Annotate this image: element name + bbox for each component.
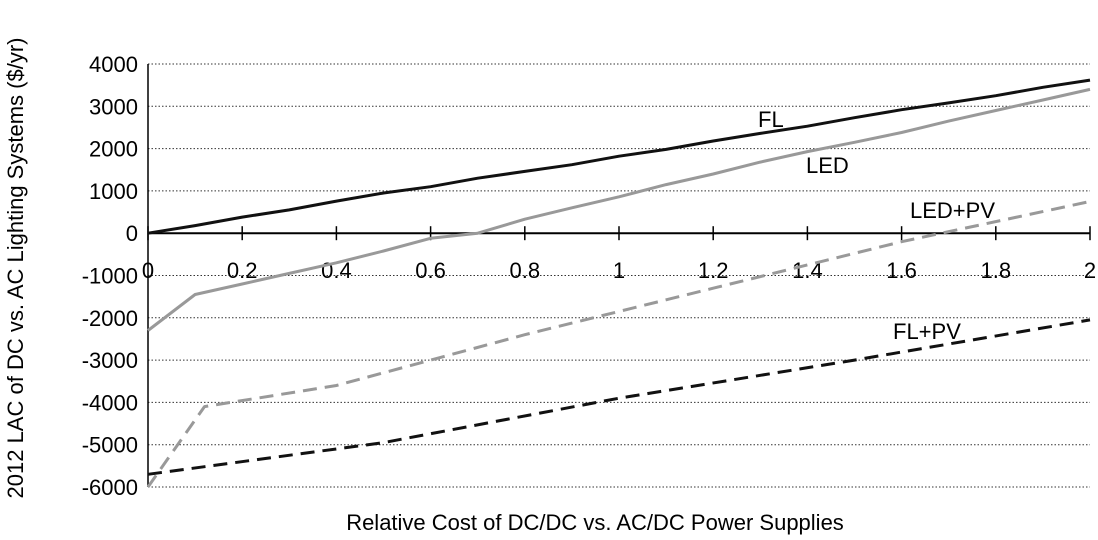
y-tick-label: 3000: [89, 94, 138, 119]
series-line-led: [147, 87, 1091, 332]
y-tick-label: -4000: [82, 390, 138, 415]
y-tick-label: 0: [126, 221, 138, 246]
series-label-fl: FL: [758, 107, 784, 132]
x-tick-label: 0: [142, 258, 154, 283]
series-line-fl-pv: [147, 318, 1091, 476]
x-axis-title: Relative Cost of DC/DC vs. AC/DC Power S…: [346, 510, 844, 535]
x-tick-label: 2: [1084, 258, 1096, 283]
y-tick-label: -6000: [82, 475, 138, 500]
x-tick-label: 1.2: [698, 258, 729, 283]
y-tick-label: -1000: [82, 264, 138, 289]
series-label-fl-pv: FL+PV: [893, 319, 961, 344]
y-axis-title: 2012 LAC of DC vs. AC Lighting Systems (…: [3, 38, 28, 499]
y-tick-label: 1000: [89, 179, 138, 204]
y-tick-label: 4000: [89, 52, 138, 77]
series-line-fl: [147, 78, 1091, 235]
x-tick-label: 1: [613, 258, 625, 283]
series-label-led: LED: [806, 153, 849, 178]
y-tick-label: 2000: [89, 137, 138, 162]
y-tick-label: -3000: [82, 348, 138, 373]
x-tick-label: 0.8: [510, 258, 541, 283]
series-line-led-pv: [146, 200, 1091, 488]
y-tick-label: -5000: [82, 433, 138, 458]
x-tick-labels: 0 0.2 0.4 0.6 0.8 1 1.2 1.4 1.6 1.8 2: [142, 226, 1096, 283]
x-tick-label: 0.2: [227, 258, 258, 283]
series-label-led-pv: LED+PV: [910, 198, 995, 223]
x-tick-label: 1.8: [981, 258, 1012, 283]
x-tick-label: 1.6: [886, 258, 917, 283]
y-tick-label: -2000: [82, 306, 138, 331]
y-tick-labels: 4000 3000 2000 1000 0 -1000 -2000 -3000 -4000 -50…: [82, 52, 138, 500]
series-lines: [146, 78, 1091, 488]
x-tick-label: 0.6: [415, 258, 446, 283]
